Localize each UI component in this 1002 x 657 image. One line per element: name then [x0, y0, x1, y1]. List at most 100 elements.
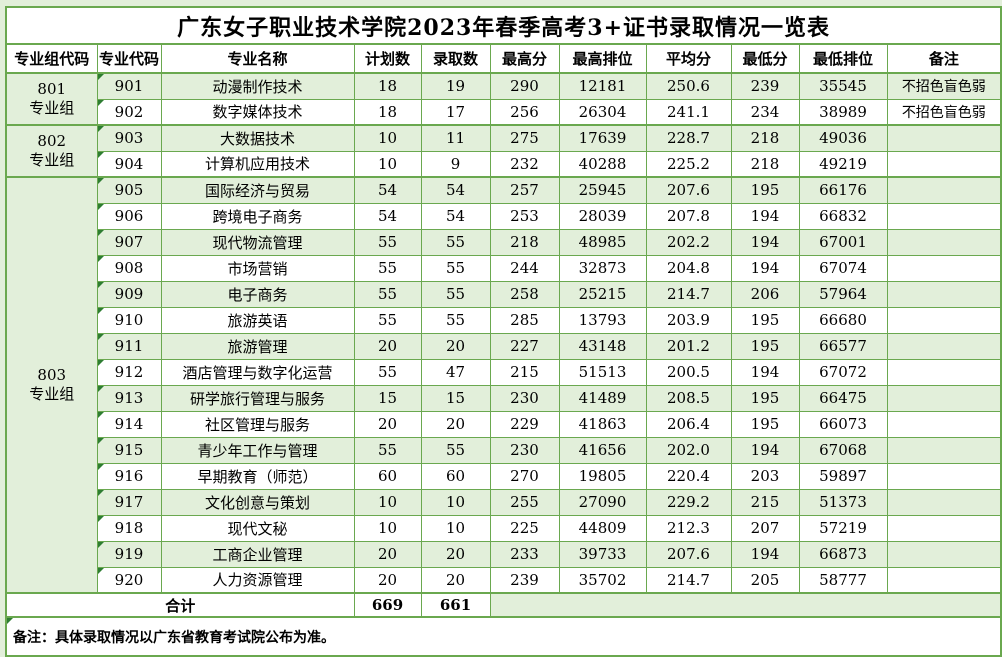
max-score-cell: 290: [489, 72, 560, 100]
admitted-count-cell: 11: [420, 124, 491, 152]
max-rank-cell: 26304: [558, 98, 647, 126]
avg-score-cell: 204.8: [645, 254, 732, 282]
group-code-label: 802: [37, 132, 67, 150]
max-rank-cell: 41489: [558, 384, 647, 412]
table-row-917: 917 文化创意与策划 10 10 255 27090 229.2 215 51373: [6, 488, 1002, 516]
max-score-cell: 229: [489, 410, 560, 438]
min-rank-cell: 67072: [798, 358, 888, 386]
table-row-911: 911 旅游管理 20 20 227 43148 201.2 195 66577: [6, 332, 1002, 360]
major-name-cell: 市场营销: [160, 254, 355, 282]
column-header-group-code: 专业组代码: [5, 43, 98, 74]
remark-cell: [886, 280, 1002, 308]
major-code-cell: 918: [96, 514, 162, 542]
max-score-cell: 256: [489, 98, 560, 126]
max-rank-cell: 25215: [558, 280, 647, 308]
table-row-901: 801 专业组 901 动漫制作技术 18 19 290 12181 250.6 239 35545…: [5, 72, 1002, 126]
plan-count-cell: 20: [353, 332, 422, 360]
avg-score-cell: 214.7: [645, 280, 732, 308]
major-name-cell: 数字媒体技术: [160, 98, 355, 126]
column-header-major-name: 专业名称: [160, 43, 355, 74]
table-row-919: 919 工商企业管理 20 20 233 39733 207.6 194 66873: [6, 540, 1002, 568]
admitted-count-cell: 20: [420, 566, 491, 594]
major-name-cell: 早期教育（师范）: [160, 462, 355, 490]
max-score-cell: 218: [489, 228, 560, 256]
max-rank-cell: 44809: [558, 514, 647, 542]
avg-score-cell: 229.2: [645, 488, 732, 516]
avg-score-cell: 212.3: [645, 514, 732, 542]
group-cell-802: 802 专业组: [5, 124, 98, 178]
group-suffix-label: 专业组: [29, 385, 75, 403]
admitted-count-cell: 47: [420, 358, 491, 386]
avg-score-cell: 214.7: [645, 566, 732, 594]
min-score-cell: 203: [730, 462, 800, 490]
column-header-remark: 备注: [886, 43, 1002, 74]
min-rank-cell: 66832: [798, 202, 888, 230]
plan-count-cell: 10: [353, 488, 422, 516]
table-row-905: 803 专业组 905 国际经济与贸易 54 54 257 25945 207.6 195 6617…: [5, 176, 1002, 594]
min-score-cell: 206: [730, 280, 800, 308]
total-plan-count: 669: [353, 592, 422, 618]
avg-score-cell: 220.4: [645, 462, 732, 490]
plan-count-cell: 55: [353, 306, 422, 334]
major-name-cell: 旅游英语: [160, 306, 355, 334]
plan-count-cell: 55: [353, 280, 422, 308]
max-rank-cell: 19805: [558, 462, 647, 490]
plan-count-cell: 18: [353, 72, 422, 100]
total-filler-cell: [489, 592, 1002, 618]
table-row-906: 906 跨境电子商务 54 54 253 28039 207.8 194 66832: [6, 202, 1002, 230]
table-row-916: 916 早期教育（师范） 60 60 270 19805 220.4 203 59897: [6, 462, 1002, 490]
table-row-908: 908 市场营销 55 55 244 32873 204.8 194 67074: [6, 254, 1002, 282]
min-score-cell: 195: [730, 384, 800, 412]
min-score-cell: 195: [730, 176, 800, 204]
min-rank-cell: 51373: [798, 488, 888, 516]
max-rank-cell: 28039: [558, 202, 647, 230]
column-header-major-code: 专业代码: [96, 43, 162, 74]
avg-score-cell: 206.4: [645, 410, 732, 438]
title-row: 广东女子职业技术学院2023年春季高考3+证书录取情况一览表: [5, 6, 1002, 45]
min-rank-cell: 59897: [798, 462, 888, 490]
table-row-903: 802 专业组 903 大数据技术 10 11 275 17639 228.7 218 49036: [5, 124, 1002, 178]
table-row-914: 914 社区管理与服务 20 20 229 41863 206.4 195 66073: [6, 410, 1002, 438]
min-score-cell: 205: [730, 566, 800, 594]
admission-table: 广东女子职业技术学院2023年春季高考3+证书录取情况一览表 专业组代码 专业代码…: [5, 6, 1002, 657]
major-name-cell: 国际经济与贸易: [160, 176, 355, 204]
avg-score-cell: 228.7: [645, 124, 732, 152]
major-code-cell: 914: [96, 410, 162, 438]
page-title: 广东女子职业技术学院2023年春季高考3+证书录取情况一览表: [5, 6, 1002, 45]
avg-score-cell: 200.5: [645, 358, 732, 386]
remark-cell: [886, 176, 1002, 204]
remark-cell: [886, 202, 1002, 230]
table-row-912: 912 酒店管理与数字化运营 55 47 215 51513 200.5 194 67072: [6, 358, 1002, 386]
major-name-cell: 酒店管理与数字化运营: [160, 358, 355, 386]
admitted-count-cell: 17: [420, 98, 491, 126]
table-row-920: 920 人力资源管理 20 20 239 35702 214.7 205 58777: [6, 566, 1002, 594]
remark-cell: [886, 540, 1002, 568]
group-suffix-label: 专业组: [29, 99, 75, 117]
remark-cell: [886, 514, 1002, 542]
table-row-918: 918 现代文秘 10 10 225 44809 212.3 207 57219: [6, 514, 1002, 542]
avg-score-cell: 201.2: [645, 332, 732, 360]
plan-count-cell: 20: [353, 410, 422, 438]
admitted-count-cell: 55: [420, 436, 491, 464]
avg-score-cell: 207.6: [645, 540, 732, 568]
min-rank-cell: 66073: [798, 410, 888, 438]
admitted-count-cell: 55: [420, 280, 491, 308]
major-code-cell: 909: [96, 280, 162, 308]
plan-count-cell: 55: [353, 228, 422, 256]
table-row-902: 902 数字媒体技术 18 17 256 26304 241.1 234 38989 不招色盲色弱: [6, 98, 1002, 126]
major-code-cell: 911: [96, 332, 162, 360]
remark-cell: [886, 358, 1002, 386]
major-name-cell: 现代文秘: [160, 514, 355, 542]
max-rank-cell: 48985: [558, 228, 647, 256]
min-score-cell: 195: [730, 410, 800, 438]
plan-count-cell: 60: [353, 462, 422, 490]
total-row: 合计 669 661: [5, 592, 1002, 618]
max-rank-cell: 27090: [558, 488, 647, 516]
plan-count-cell: 54: [353, 202, 422, 230]
major-name-cell: 工商企业管理: [160, 540, 355, 568]
major-code-cell: 913: [96, 384, 162, 412]
min-rank-cell: 66873: [798, 540, 888, 568]
remark-cell: 不招色盲色弱: [886, 98, 1002, 126]
column-header-plan-count: 计划数: [353, 43, 422, 74]
